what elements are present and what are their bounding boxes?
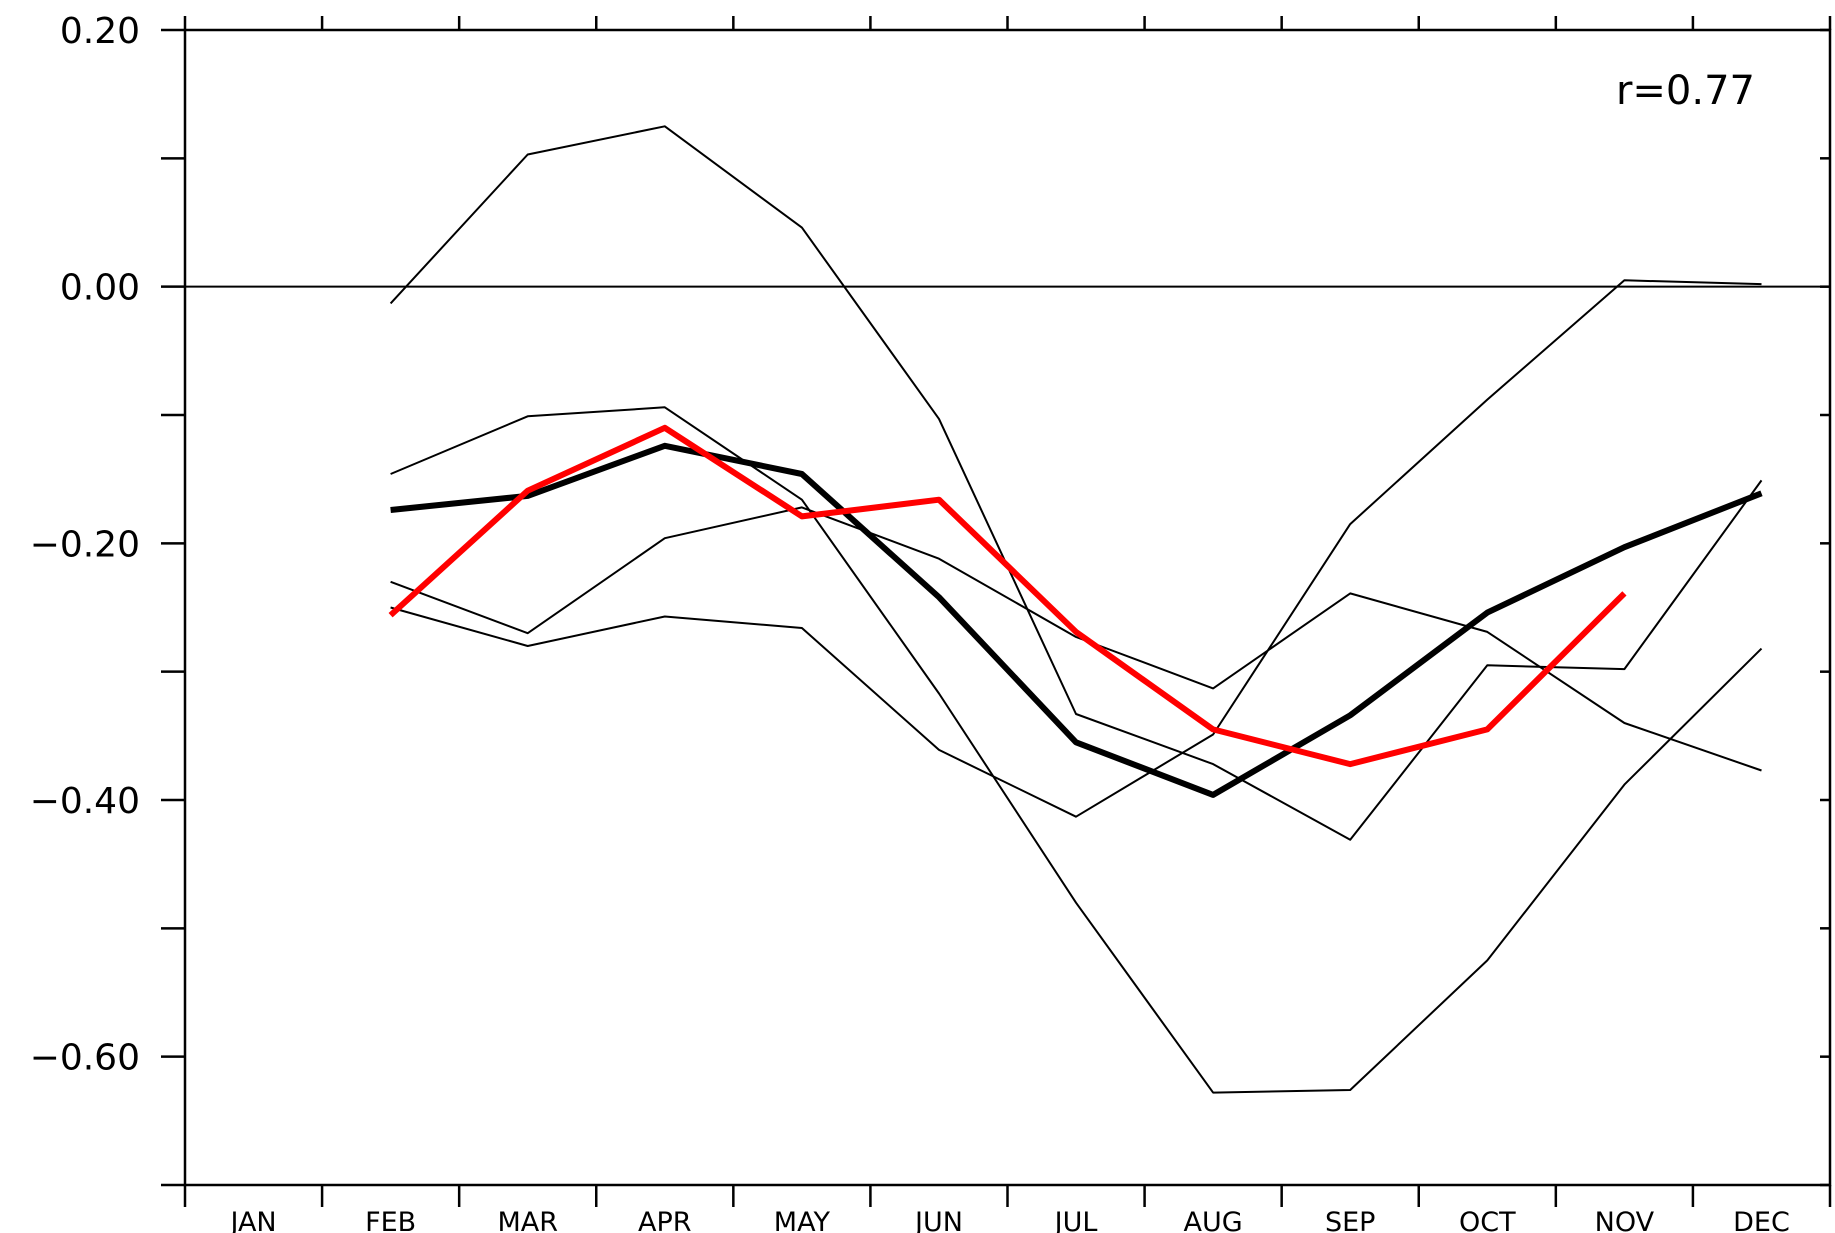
y-tick-label: 0.00 [60, 268, 140, 309]
x-tick-label: MAR [497, 1207, 558, 1233]
x-tick-label: JUN [913, 1207, 963, 1233]
x-tick-label: OCT [1459, 1207, 1516, 1233]
series-line-5 [390, 442, 1763, 798]
y-axis: 0.20 0.00 −0.20 −0.40 −0.60 [30, 11, 1830, 1187]
x-tick-label: DEC [1733, 1207, 1790, 1233]
y-tick-label: −0.40 [30, 781, 140, 822]
x-tick-label: NOV [1595, 1207, 1655, 1233]
x-tick-label: SEP [1325, 1207, 1375, 1233]
series-line-6 [388, 424, 1627, 768]
correlation-annotation: r=0.77 [1616, 68, 1755, 114]
y-tick-label: 0.20 [60, 11, 140, 52]
series-line-1 [389, 125, 1763, 841]
x-tick-label: APR [638, 1207, 692, 1233]
y-tick-label: −0.20 [30, 524, 140, 565]
plot-border [183, 28, 1832, 1187]
series-line-4 [390, 279, 1762, 818]
x-tick-label: FEB [365, 1207, 416, 1233]
x-tick-label: AUG [1184, 1207, 1243, 1233]
x-axis: JAN FEB MAR APR MAY JUN JUL AUG SEP OCT NOV DEC [183, 16, 1832, 1233]
series-line-2 [390, 406, 1763, 1094]
x-tick-label: JUL [1053, 1207, 1098, 1233]
plot-frame [183, 28, 1832, 1187]
series-line-3 [390, 506, 1762, 772]
x-tick-label: JAN [228, 1207, 276, 1233]
y-tick-label: −0.60 [30, 1038, 140, 1079]
series-layer [388, 125, 1763, 1094]
x-tick-label: MAY [774, 1207, 831, 1233]
